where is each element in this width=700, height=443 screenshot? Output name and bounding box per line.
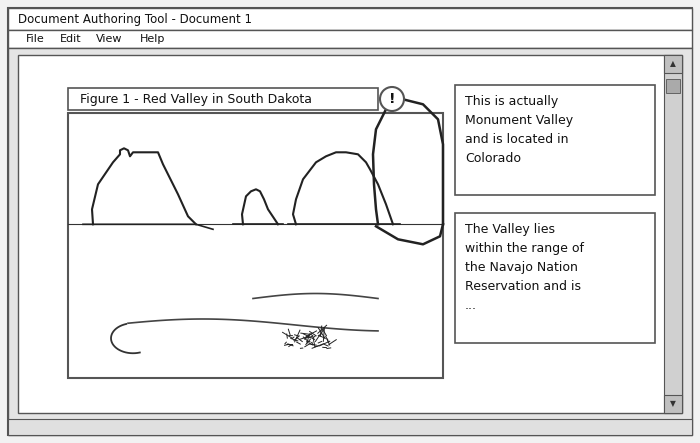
Bar — [664, 55, 682, 73]
Text: Edit: Edit — [60, 34, 82, 44]
Bar — [455, 213, 655, 343]
Text: ▼: ▼ — [670, 400, 676, 408]
Bar — [664, 395, 682, 413]
Bar — [8, 8, 692, 30]
Text: Figure 1 - Red Valley in South Dakota: Figure 1 - Red Valley in South Dakota — [80, 93, 312, 105]
Bar — [18, 55, 682, 413]
Text: ▲: ▲ — [670, 59, 676, 69]
Text: Help: Help — [140, 34, 165, 44]
Text: The Valley lies
within the range of
the Navajo Nation
Reservation and is
...: The Valley lies within the range of the … — [465, 223, 584, 312]
Bar — [664, 55, 682, 413]
Bar — [68, 113, 443, 378]
Bar — [666, 79, 680, 93]
Text: Document Authoring Tool - Document 1: Document Authoring Tool - Document 1 — [18, 12, 252, 26]
Bar — [455, 85, 655, 195]
Circle shape — [380, 87, 404, 111]
Bar — [68, 88, 378, 110]
Text: View: View — [96, 34, 122, 44]
Bar — [8, 419, 692, 435]
Text: File: File — [26, 34, 45, 44]
Bar — [8, 30, 692, 48]
Text: This is actually
Monument Valley
and is located in
Colorado: This is actually Monument Valley and is … — [465, 95, 573, 165]
Bar — [8, 48, 692, 435]
Text: !: ! — [389, 92, 396, 106]
